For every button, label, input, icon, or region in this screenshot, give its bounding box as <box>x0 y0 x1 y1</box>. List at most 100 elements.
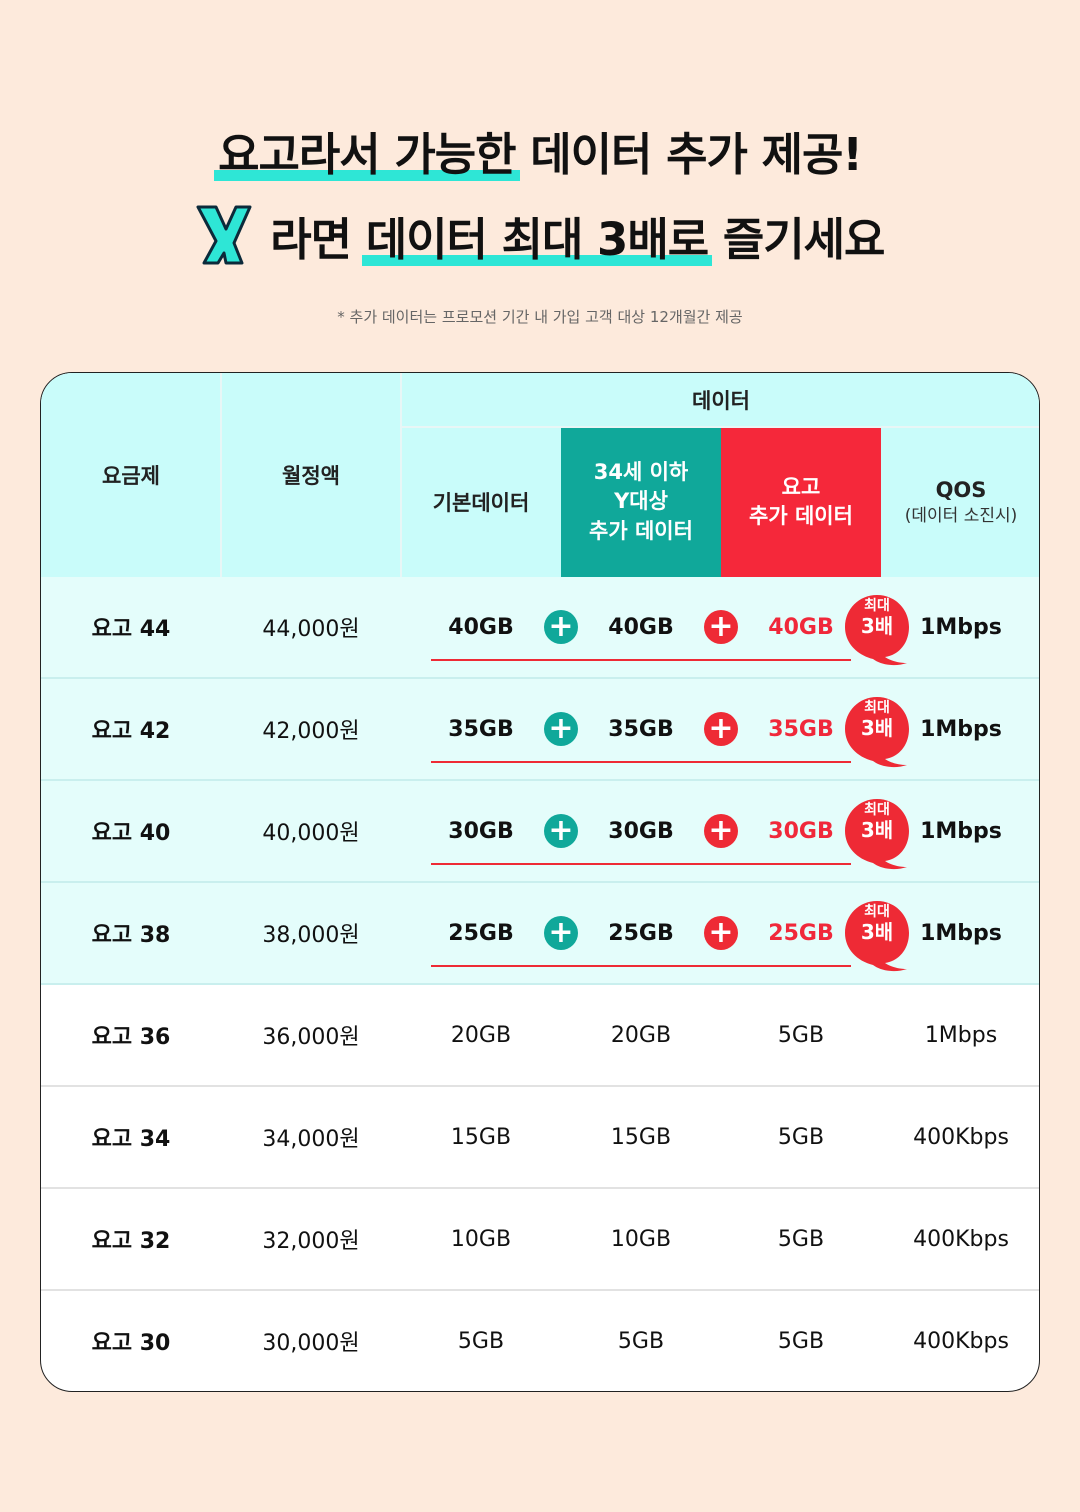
y-extra-data: 40GB <box>608 614 674 640</box>
total-underline <box>431 965 851 967</box>
headline-rest-1: 데이터 추가 제공! <box>530 128 863 181</box>
y-extra-data: 20GB <box>610 1022 672 1048</box>
base-data: 15GB <box>450 1124 512 1150</box>
qos-speed: 1Mbps <box>924 1022 998 1048</box>
header-y-extra: 34세 이하 Y대상 추가 데이터 <box>561 427 721 577</box>
badge-line-1: 최대 <box>864 598 890 614</box>
badge-line-2: 3배 <box>860 614 894 638</box>
yogo-extra-data: 5GB <box>777 1226 825 1252</box>
plan-price: 42,000원 <box>262 719 360 744</box>
plus-icon: + <box>544 712 578 746</box>
table-row: 요고 44 44,000원 40GB 40GB 40GB 1Mbps + + 최대 3배 <box>41 577 1039 679</box>
plan-price: 32,000원 <box>262 1229 360 1254</box>
badge-line-2: 3배 <box>860 716 894 740</box>
header-data-group: 데이터 <box>401 373 1039 427</box>
qos-speed: 400Kbps <box>913 1124 1009 1150</box>
yogo-extra-data: 5GB <box>777 1022 825 1048</box>
row-divider <box>41 881 1039 883</box>
row-divider <box>41 1085 1039 1087</box>
plan-price: 30,000원 <box>262 1331 360 1356</box>
plan-table: 요금제 월정액 데이터 기본데이터 34세 이하 Y대상 추가 데이터 요고 추… <box>40 372 1040 1392</box>
table-row: 요고 34 34,000원 15GB 15GB 5GB 400Kbps <box>41 1087 1039 1189</box>
plus-icon: + <box>544 814 578 848</box>
badge-line-1: 최대 <box>864 700 890 716</box>
max-3x-badge: 최대 3배 <box>843 797 915 871</box>
yogo-extra-data: 30GB <box>768 818 834 844</box>
speech-bubble-icon <box>845 901 909 972</box>
base-data: 35GB <box>448 716 514 742</box>
row-divider <box>41 983 1039 985</box>
badge-line-1: 최대 <box>864 802 890 818</box>
max-3x-badge: 최대 3배 <box>843 593 915 667</box>
headline-highlight-2: 데이터 최대 3배로 <box>361 203 713 268</box>
header-divider <box>401 426 1039 428</box>
plan-name: 요고 42 <box>91 719 171 744</box>
y-extra-data: 35GB <box>608 716 674 742</box>
qos-speed: 1Mbps <box>920 818 1002 844</box>
y-extra-data: 25GB <box>608 920 674 946</box>
plan-name: 요고 44 <box>91 617 171 642</box>
plus-icon: + <box>704 814 738 848</box>
header-qos-sub: (데이터 소진시) <box>904 505 1018 526</box>
header-y-extra-line-3: 추가 데이터 <box>589 518 693 543</box>
plan-price: 40,000원 <box>262 821 360 846</box>
plan-name: 요고 40 <box>91 821 171 846</box>
y-logo-icon <box>196 205 252 265</box>
plan-price: 38,000원 <box>262 923 360 948</box>
total-underline <box>431 761 851 763</box>
plan-name: 요고 34 <box>91 1127 171 1152</box>
headline-rest-2: 즐기세요 <box>722 213 886 266</box>
row-divider <box>41 1187 1039 1189</box>
header-divider <box>220 373 222 577</box>
header-qos: QOS (데이터 소진시) <box>881 427 1039 577</box>
table-row: 요고 30 30,000원 5GB 5GB 5GB 400Kbps <box>41 1291 1039 1391</box>
max-3x-badge: 최대 3배 <box>843 899 915 973</box>
total-underline <box>431 863 851 865</box>
header-yogo-extra-line-1: 요고 <box>781 474 821 499</box>
qos-speed: 400Kbps <box>913 1226 1009 1252</box>
header-divider <box>400 373 402 577</box>
header-plan: 요금제 <box>41 373 221 577</box>
headline-highlight-1: 요고라서 가능한 <box>214 118 521 183</box>
yogo-extra-data: 5GB <box>777 1124 825 1150</box>
row-divider <box>41 677 1039 679</box>
table-row: 요고 42 42,000원 35GB 35GB 35GB 1Mbps + + 최대 3배 <box>41 679 1039 781</box>
row-divider <box>41 1289 1039 1291</box>
header-qos-title: QOS <box>935 478 987 503</box>
table-row: 요고 36 36,000원 20GB 20GB 5GB 1Mbps <box>41 985 1039 1087</box>
plan-price: 34,000원 <box>262 1127 360 1152</box>
qos-speed: 1Mbps <box>920 614 1002 640</box>
table-row: 요고 40 40,000원 30GB 30GB 30GB 1Mbps + + 최대 3배 <box>41 781 1039 883</box>
badge-line-2: 3배 <box>860 920 894 944</box>
header-y-extra-line-2: Y대상 <box>614 489 668 514</box>
header-yogo-extra-line-2: 추가 데이터 <box>749 504 853 528</box>
plus-icon: + <box>704 712 738 746</box>
base-data: 20GB <box>450 1022 512 1048</box>
total-underline <box>431 659 851 661</box>
header-price: 월정액 <box>221 373 401 577</box>
y-extra-data: 5GB <box>617 1328 665 1354</box>
yogo-extra-data: 40GB <box>768 614 834 640</box>
base-data: 30GB <box>448 818 514 844</box>
table-row: 요고 32 32,000원 10GB 10GB 5GB 400Kbps <box>41 1189 1039 1291</box>
yogo-extra-data: 5GB <box>777 1328 825 1354</box>
yogo-extra-data: 35GB <box>768 716 834 742</box>
headline-line-2: 라면 데이터 최대 3배로 즐기세요 <box>0 203 1080 268</box>
max-3x-badge: 최대 3배 <box>843 695 915 769</box>
plan-name: 요고 38 <box>91 923 171 948</box>
speech-bubble-icon <box>845 595 909 666</box>
row-divider <box>41 779 1039 781</box>
speech-bubble-icon <box>845 799 909 870</box>
plan-price: 36,000원 <box>262 1025 360 1050</box>
plus-icon: + <box>704 610 738 644</box>
plan-name: 요고 36 <box>91 1025 171 1050</box>
yogo-extra-data: 25GB <box>768 920 834 946</box>
headline-line-1: 요고라서 가능한 데이터 추가 제공! <box>0 118 1080 183</box>
base-data: 10GB <box>450 1226 512 1252</box>
plus-icon: + <box>544 916 578 950</box>
headline-prefix-2: 라면 <box>270 213 352 266</box>
badge-line-1: 최대 <box>864 904 890 920</box>
qos-speed: 400Kbps <box>913 1328 1009 1354</box>
plus-icon: + <box>704 916 738 950</box>
qos-speed: 1Mbps <box>920 920 1002 946</box>
